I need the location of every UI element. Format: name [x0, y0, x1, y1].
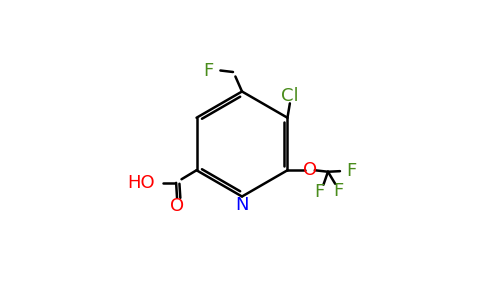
- Text: F: F: [346, 162, 356, 180]
- Text: O: O: [303, 161, 317, 179]
- Text: HO: HO: [127, 174, 154, 192]
- Text: F: F: [204, 61, 214, 80]
- Text: Cl: Cl: [281, 87, 299, 105]
- Text: O: O: [170, 197, 184, 215]
- Text: F: F: [315, 183, 325, 201]
- Text: F: F: [333, 182, 344, 200]
- Text: N: N: [235, 196, 249, 214]
